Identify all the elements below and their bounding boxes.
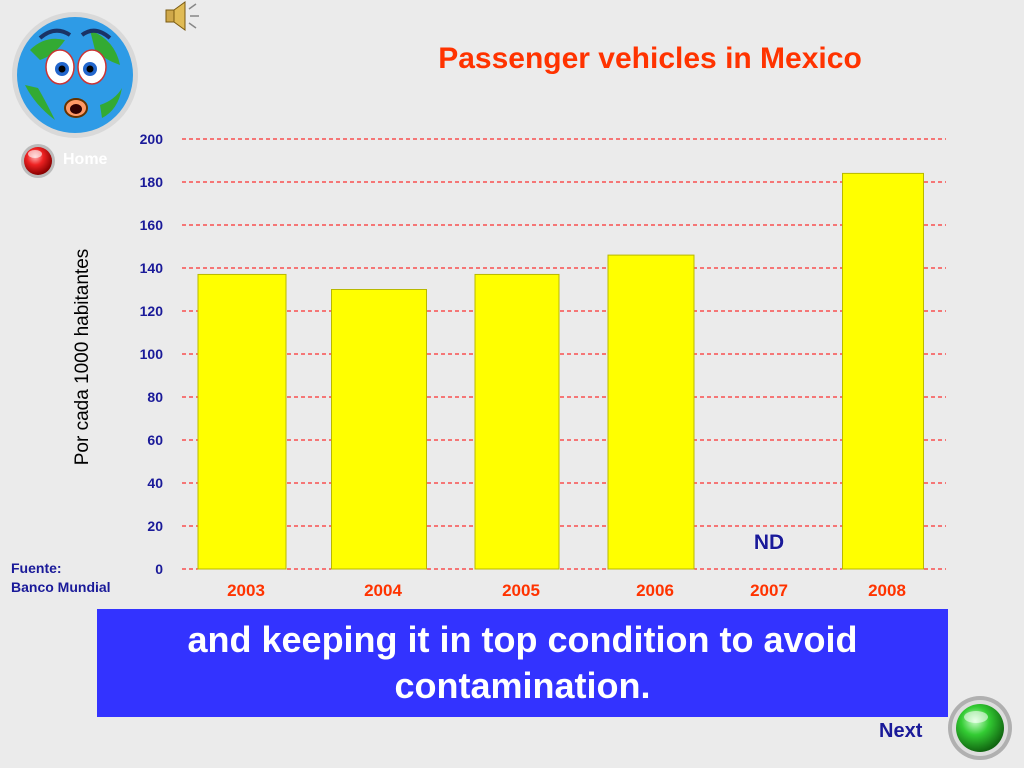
source-note: Fuente: Banco Mundial (11, 559, 111, 597)
red-orb-icon (21, 144, 55, 178)
x-tick-label: 2004 (364, 581, 402, 600)
home-button[interactable]: Home (20, 143, 130, 179)
bar (331, 289, 427, 570)
x-tick-label: 2005 (502, 581, 540, 600)
y-tick-label: 140 (140, 260, 164, 276)
source-line-1: Fuente: (11, 560, 62, 576)
x-tick-label: 2003 (227, 581, 265, 600)
source-line-2: Banco Mundial (11, 579, 111, 595)
y-tick-label: 80 (147, 389, 163, 405)
x-tick-label: 2008 (868, 581, 906, 600)
chart-title: Passenger vehicles in Mexico (438, 42, 862, 75)
bar (474, 273, 560, 570)
y-tick-label: 160 (140, 217, 164, 233)
speaker-icon[interactable] (163, 0, 201, 32)
caption-box: and keeping it in top condition to avoid… (97, 609, 948, 717)
y-tick-label: 20 (147, 518, 163, 534)
next-label[interactable]: Next (879, 720, 923, 742)
earth-mascot-icon (12, 12, 138, 138)
caption-text: and keeping it in top condition to avoid… (187, 619, 858, 706)
bar (842, 172, 924, 570)
y-tick-label: 120 (140, 303, 164, 319)
y-tick-label: 100 (140, 346, 164, 362)
y-axis-label: Por cada 1000 habitantes (72, 248, 93, 466)
x-tick-label: 2006 (636, 581, 674, 600)
y-tick-label: 60 (147, 432, 163, 448)
home-label: Home (63, 151, 108, 168)
y-tick-label: 200 (140, 131, 164, 147)
bar (197, 273, 287, 570)
bar (607, 254, 695, 570)
y-tick-label: 180 (140, 174, 164, 190)
x-tick-label: 2007 (750, 581, 788, 600)
nd-annotation: ND (754, 531, 784, 554)
next-button[interactable] (947, 695, 1013, 761)
bar-chart: 0 20 40 60 80 100 120 140 160 180 200 2003 2004 2005 2… (140, 131, 946, 600)
y-tick-label: 40 (147, 475, 163, 491)
y-tick-label: 0 (155, 561, 163, 577)
